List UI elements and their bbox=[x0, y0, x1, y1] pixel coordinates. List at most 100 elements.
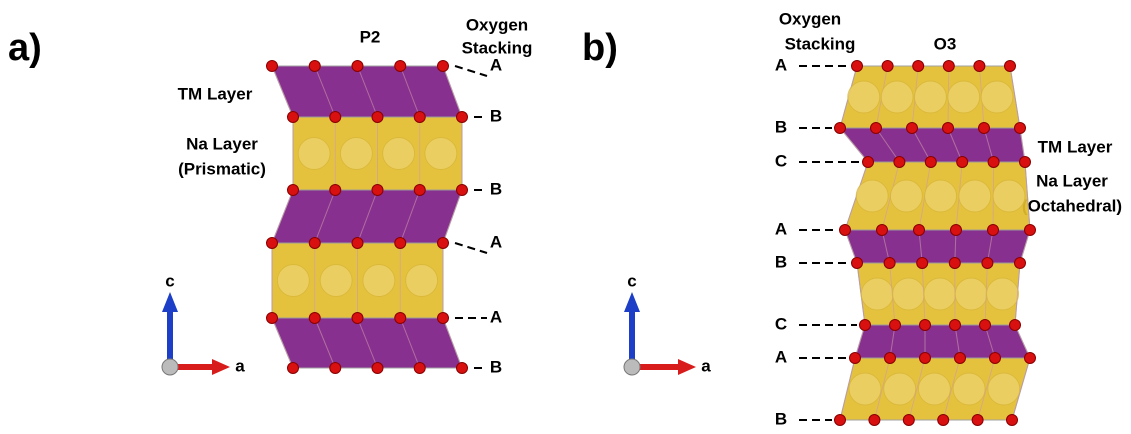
oxygen-atom bbox=[267, 61, 278, 72]
oxygen-atom bbox=[438, 61, 449, 72]
oxygen-atom bbox=[955, 353, 966, 364]
oxygen-atom bbox=[438, 313, 449, 324]
oxygen-atom bbox=[917, 258, 928, 269]
stacking-letter: B bbox=[775, 409, 787, 428]
oxygen-atom bbox=[372, 112, 383, 123]
na-atom bbox=[893, 278, 925, 310]
layer bbox=[855, 325, 1030, 358]
axis-label: c bbox=[627, 271, 636, 290]
oxygen-atom bbox=[884, 258, 895, 269]
figure: a) P2 Oxygen Stacking TM Layer Na Layer … bbox=[0, 0, 1131, 429]
stacking-letter: A bbox=[775, 219, 787, 238]
oxygen-atom bbox=[1005, 61, 1016, 72]
oxygen-atom bbox=[457, 185, 468, 196]
oxygen-atom bbox=[438, 238, 449, 249]
oxygen-atom bbox=[267, 313, 278, 324]
oxygen-atom bbox=[330, 112, 341, 123]
na-atom bbox=[848, 81, 880, 113]
axis-origin bbox=[162, 359, 178, 375]
na-atom bbox=[953, 373, 985, 405]
oxygen-atom bbox=[920, 353, 931, 364]
axis-c-head bbox=[624, 292, 640, 312]
oxygen-atom bbox=[288, 363, 299, 374]
layer-label: Na Layer bbox=[1036, 171, 1108, 190]
oxygen-atom bbox=[957, 157, 968, 168]
na-atom bbox=[925, 180, 957, 212]
na-atom bbox=[320, 265, 352, 297]
oxygen-atom bbox=[309, 61, 320, 72]
oxygen-atom bbox=[863, 157, 874, 168]
oxygen-atom bbox=[835, 123, 846, 134]
oxygen-atom bbox=[974, 61, 985, 72]
layer-label: (Octahedral) bbox=[1022, 196, 1122, 215]
oxygen-atom bbox=[890, 320, 901, 331]
na-atom bbox=[881, 81, 913, 113]
na-atom bbox=[861, 278, 893, 310]
oxygen-atom bbox=[980, 320, 991, 331]
na-atom bbox=[856, 180, 888, 212]
oxygen-atom bbox=[877, 225, 888, 236]
axis-label: a bbox=[235, 356, 245, 375]
oxygen-atom bbox=[352, 61, 363, 72]
oxygen-atom bbox=[903, 415, 914, 426]
oxygen-atom bbox=[885, 353, 896, 364]
oxygen-atom bbox=[860, 320, 871, 331]
oxygen-atom bbox=[869, 415, 880, 426]
panel-label: b) bbox=[582, 27, 618, 69]
oxygen-atom bbox=[835, 415, 846, 426]
na-atom bbox=[298, 138, 330, 170]
stacking-letter: B bbox=[490, 106, 502, 125]
na-atom bbox=[981, 81, 1013, 113]
layer-label: (Prismatic) bbox=[178, 159, 266, 178]
na-atom bbox=[993, 180, 1025, 212]
stacking-header: Oxygen bbox=[779, 9, 841, 28]
oxygen-atom bbox=[938, 415, 949, 426]
oxygen-atom bbox=[457, 363, 468, 374]
stacking-letter: A bbox=[490, 307, 502, 326]
oxygen-atom bbox=[288, 112, 299, 123]
panel-label: a) bbox=[8, 27, 42, 69]
oxygen-atom bbox=[1025, 353, 1036, 364]
oxygen-atom bbox=[457, 112, 468, 123]
oxygen-atom bbox=[988, 225, 999, 236]
stacking-letter: A bbox=[490, 55, 502, 74]
oxygen-atom bbox=[395, 61, 406, 72]
oxygen-atom bbox=[949, 258, 960, 269]
oxygen-atom bbox=[372, 363, 383, 374]
layer-label: Na Layer bbox=[186, 134, 258, 153]
layer bbox=[845, 230, 1030, 263]
oxygen-atom bbox=[871, 123, 882, 134]
dash-line bbox=[455, 243, 487, 253]
oxygen-atom bbox=[330, 185, 341, 196]
na-atom bbox=[955, 278, 987, 310]
na-atom bbox=[948, 81, 980, 113]
oxygen-atom bbox=[894, 157, 905, 168]
oxygen-atom bbox=[979, 123, 990, 134]
axis-label: c bbox=[165, 271, 174, 290]
axis-a-head bbox=[678, 359, 696, 375]
stacking-letter: B bbox=[775, 117, 787, 136]
oxygen-atom bbox=[330, 363, 341, 374]
oxygen-atom bbox=[414, 363, 425, 374]
stacking-letter: C bbox=[775, 151, 787, 170]
oxygen-atom bbox=[882, 61, 893, 72]
oxygen-atom bbox=[288, 185, 299, 196]
oxygen-atom bbox=[309, 238, 320, 249]
oxygen-atom bbox=[951, 225, 962, 236]
oxygen-atom bbox=[1015, 123, 1026, 134]
oxygen-atom bbox=[850, 353, 861, 364]
oxygen-atom bbox=[982, 258, 993, 269]
layer-label: TM Layer bbox=[1038, 137, 1113, 156]
oxygen-atom bbox=[1015, 258, 1026, 269]
oxygen-atom bbox=[1020, 157, 1031, 168]
oxygen-atom bbox=[840, 225, 851, 236]
stacking-letter: C bbox=[775, 314, 787, 333]
oxygen-atom bbox=[352, 313, 363, 324]
stacking-header: Oxygen bbox=[466, 15, 528, 34]
stacking-header: Stacking bbox=[785, 34, 856, 53]
oxygen-atom bbox=[990, 353, 1001, 364]
na-atom bbox=[849, 373, 881, 405]
dash-line bbox=[455, 66, 487, 76]
stacking-letter: B bbox=[490, 357, 502, 376]
oxygen-atom bbox=[395, 238, 406, 249]
